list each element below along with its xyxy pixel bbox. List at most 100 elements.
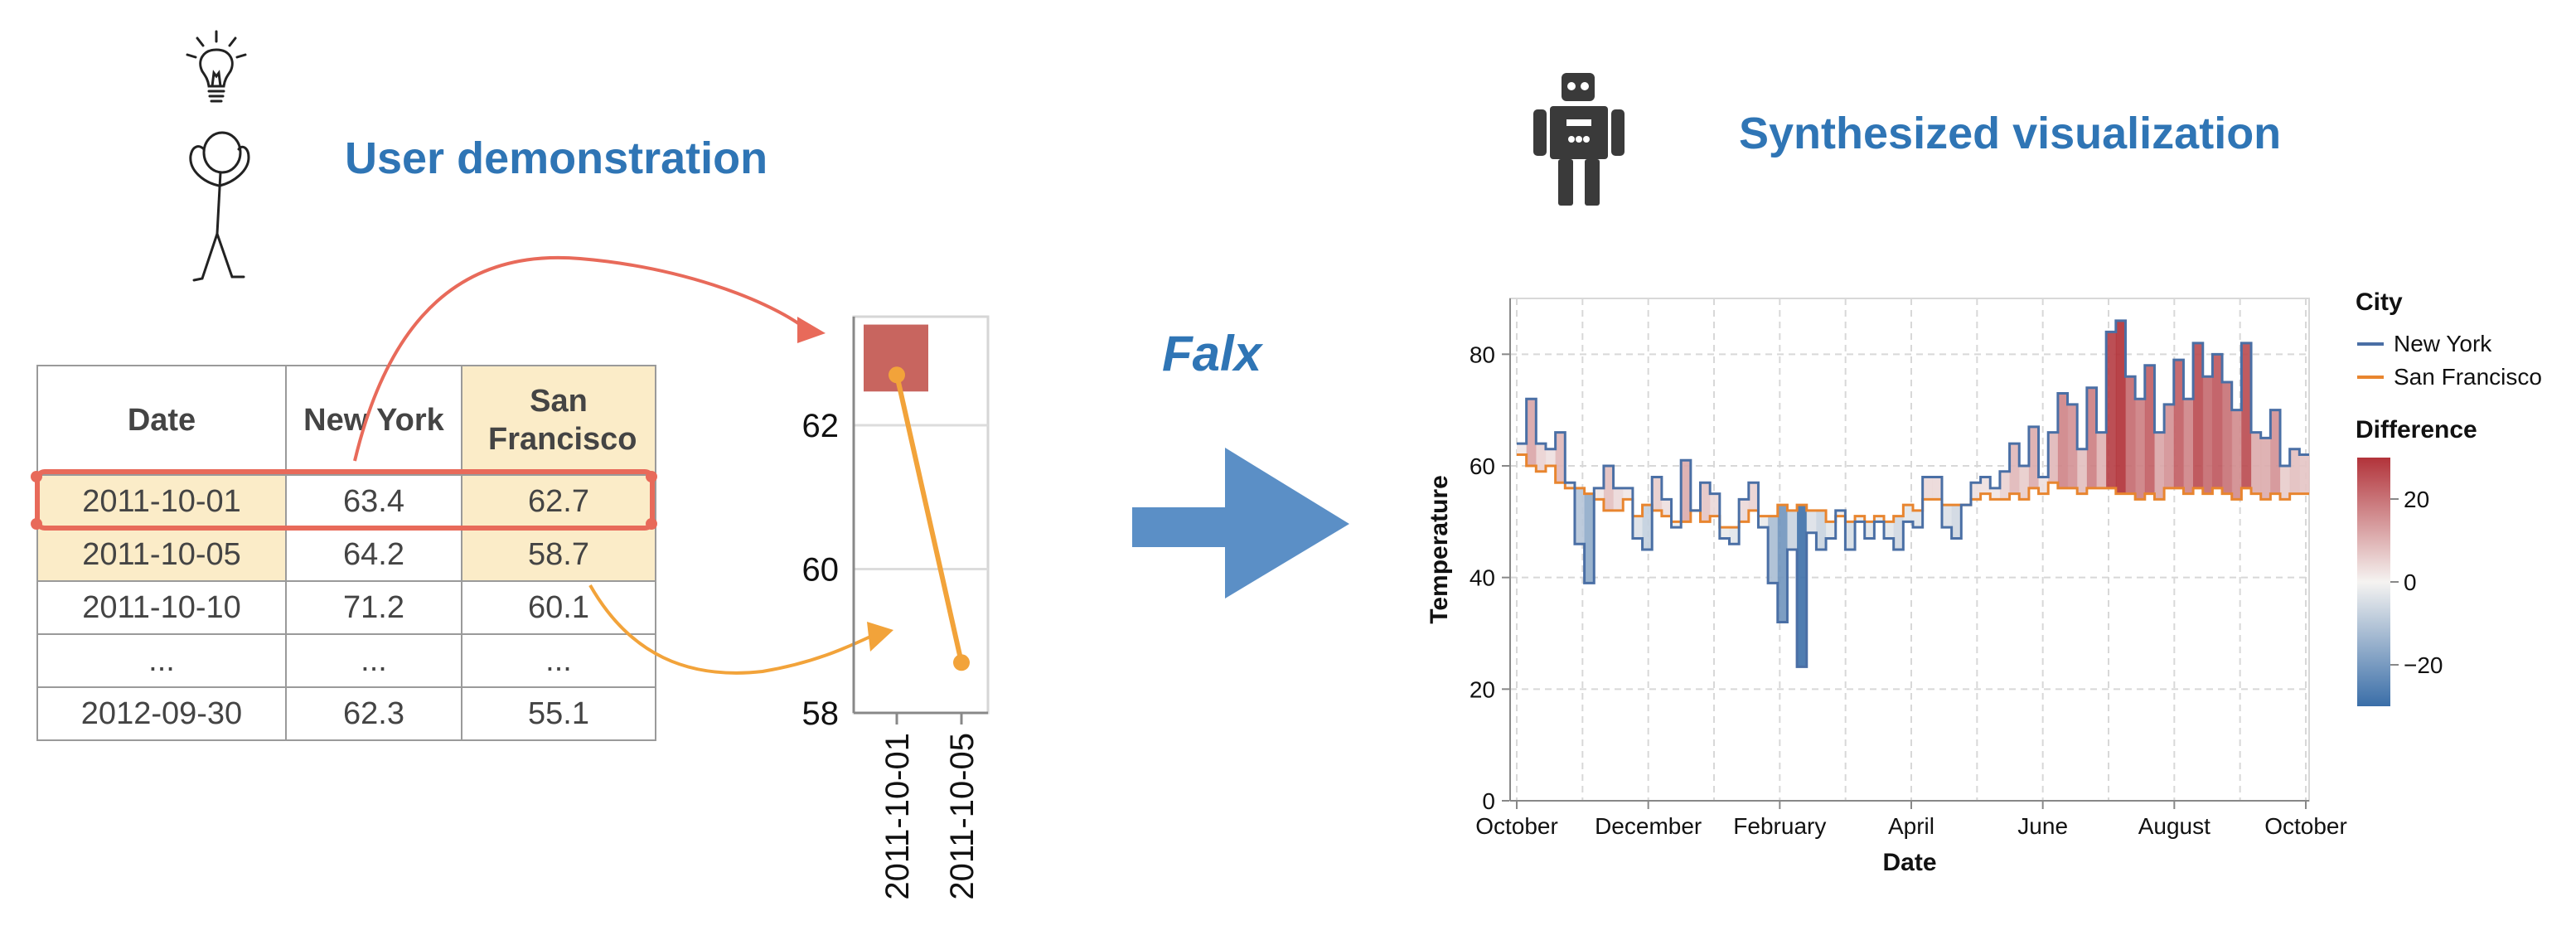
difference-bar xyxy=(2106,332,2117,488)
table-cell: ... xyxy=(461,633,656,688)
difference-bar xyxy=(2154,432,2165,500)
difference-bar xyxy=(1951,505,1962,539)
difference-bar xyxy=(1893,516,1904,550)
series-line-new-york xyxy=(1517,319,2309,668)
mini-demo-chart: 58 60 62 2011-10-01 2011-10-05 xyxy=(802,315,990,900)
difference-bar xyxy=(2115,320,2127,494)
difference-bar xyxy=(1990,487,2001,500)
difference-bar xyxy=(2164,404,2175,488)
difference-bar xyxy=(2144,365,2156,494)
y-tick-label: 62 xyxy=(802,408,840,444)
difference-bar xyxy=(1941,505,1953,528)
table-row: 2012-09-30 62.3 55.1 xyxy=(36,686,656,741)
data-point xyxy=(953,654,970,671)
x-tick-label: October xyxy=(2264,813,2347,839)
difference-bar xyxy=(1845,521,1856,550)
difference-bar xyxy=(1517,443,1528,455)
difference-bar xyxy=(1970,482,1982,500)
highlight-dot xyxy=(31,471,42,482)
x-tick-label: December xyxy=(1595,813,1702,839)
legend-entry: New York xyxy=(2394,331,2492,356)
table-row: ... ... ... xyxy=(36,633,656,688)
difference-bar xyxy=(2241,342,2252,488)
difference-bar xyxy=(2125,376,2136,494)
y-tick-label: 60 xyxy=(802,552,840,589)
table-header-row: Date New York San Francisco xyxy=(36,365,656,476)
x-tick-label: October xyxy=(1475,813,1558,839)
x-tick-label: August xyxy=(2138,813,2210,839)
red-arrowhead xyxy=(797,317,826,343)
series-line xyxy=(894,374,964,663)
y-tick-label: 40 xyxy=(1470,565,1495,591)
column-header-new-york: New York xyxy=(285,365,462,476)
robot-icon xyxy=(1533,73,1625,206)
x-tick-label: April xyxy=(1888,813,1934,839)
difference-bar xyxy=(2222,382,2233,494)
table-cell: ... xyxy=(36,633,287,688)
difference-bar xyxy=(2173,360,2185,488)
difference-bar xyxy=(2077,448,2088,494)
x-tick-label: 2011-10-05 xyxy=(944,733,981,900)
difference-bar xyxy=(1700,482,1711,522)
x-tick-label: June xyxy=(2017,813,2068,839)
difference-bar xyxy=(1671,521,1682,528)
difference-bar xyxy=(1768,516,1779,584)
difference-bar xyxy=(2009,443,2020,494)
y-tick-label: 20 xyxy=(1470,676,1495,702)
highlight-dot xyxy=(646,518,657,530)
difference-bar xyxy=(1758,516,1769,528)
table-cell: 64.2 xyxy=(285,527,462,582)
y-tick-label: 80 xyxy=(1470,342,1495,367)
difference-bar xyxy=(1806,510,1818,533)
data-point xyxy=(889,366,905,384)
table-cell: 2011-10-10 xyxy=(36,580,287,635)
difference-bar xyxy=(2202,376,2214,494)
difference-bar xyxy=(2212,354,2223,488)
series-line-san-francisco xyxy=(1517,453,2309,529)
difference-bar xyxy=(1932,477,1943,500)
orange-curve-arrow xyxy=(588,584,871,675)
difference-bar xyxy=(2251,432,2262,494)
y-tick-label: 0 xyxy=(1482,788,1495,814)
difference-bar xyxy=(1922,477,1933,500)
red-curve-arrow xyxy=(353,255,802,462)
difference-bar xyxy=(1913,510,1924,528)
difference-bar xyxy=(2193,342,2204,488)
table-cell: 63.4 xyxy=(285,474,462,529)
difference-bar xyxy=(1884,521,1895,539)
x-tick-label: February xyxy=(1733,813,1826,839)
synthesized-heading: Synthesized visualization xyxy=(1739,109,2282,158)
difference-bar xyxy=(1826,521,1837,539)
difference-bar xyxy=(2260,438,2271,500)
highlight-dot xyxy=(31,518,42,530)
table-cell: 58.7 xyxy=(461,527,656,582)
falx-label: Falx xyxy=(1162,326,1262,381)
difference-bar xyxy=(1652,477,1663,511)
difference-bar xyxy=(1613,487,1624,511)
x-axis-title: Date xyxy=(1882,849,1936,876)
big-arrow-icon xyxy=(1132,448,1349,598)
column-header-date: Date xyxy=(36,365,287,476)
difference-bar xyxy=(2183,399,2194,494)
table-cell: 2011-10-05 xyxy=(36,527,287,582)
legend-tick-label: 20 xyxy=(2404,487,2429,512)
table-cell: 62.3 xyxy=(285,686,462,741)
difference-bar xyxy=(1835,510,1846,516)
difference-bar xyxy=(2067,404,2078,488)
table-row: 2011-10-10 71.2 60.1 xyxy=(36,580,656,635)
column-header-san-francisco: San Francisco xyxy=(461,365,656,476)
difference-bar xyxy=(1999,471,2011,500)
difference-bar xyxy=(1710,493,1721,516)
difference-bar xyxy=(2289,448,2300,494)
table-cell: 2012-09-30 xyxy=(36,686,287,741)
legend-title-difference: Difference xyxy=(2356,416,2477,443)
difference-bar xyxy=(2135,399,2146,500)
y-tick-label: 60 xyxy=(1470,453,1495,479)
table-cell: 2011-10-01 xyxy=(36,474,287,529)
difference-bar xyxy=(1864,521,1875,539)
stick-figure-icon xyxy=(189,131,250,282)
difference-bar xyxy=(1574,487,1586,545)
difference-bar xyxy=(1603,466,1615,511)
difference-bar xyxy=(2048,432,2059,483)
legend-tick-label: −20 xyxy=(2404,652,2443,678)
